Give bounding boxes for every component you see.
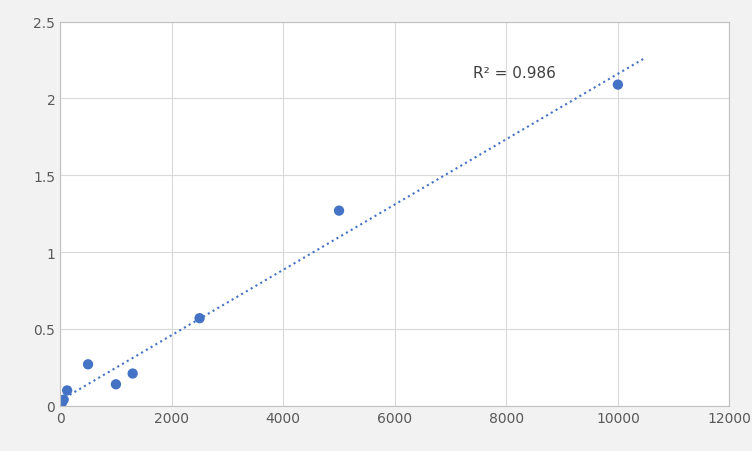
Point (126, 370, 138, 377)
Text: R² = 0.986: R² = 0.986 (473, 66, 556, 81)
Point (612, 82, 624, 89)
Point (54, 402, 66, 410)
Point (61, 387, 73, 394)
Point (56, 399, 68, 406)
Point (110, 381, 122, 388)
Point (82, 361, 94, 368)
Point (193, 315, 205, 322)
Point (58, 396, 70, 403)
Point (333, 207, 345, 215)
